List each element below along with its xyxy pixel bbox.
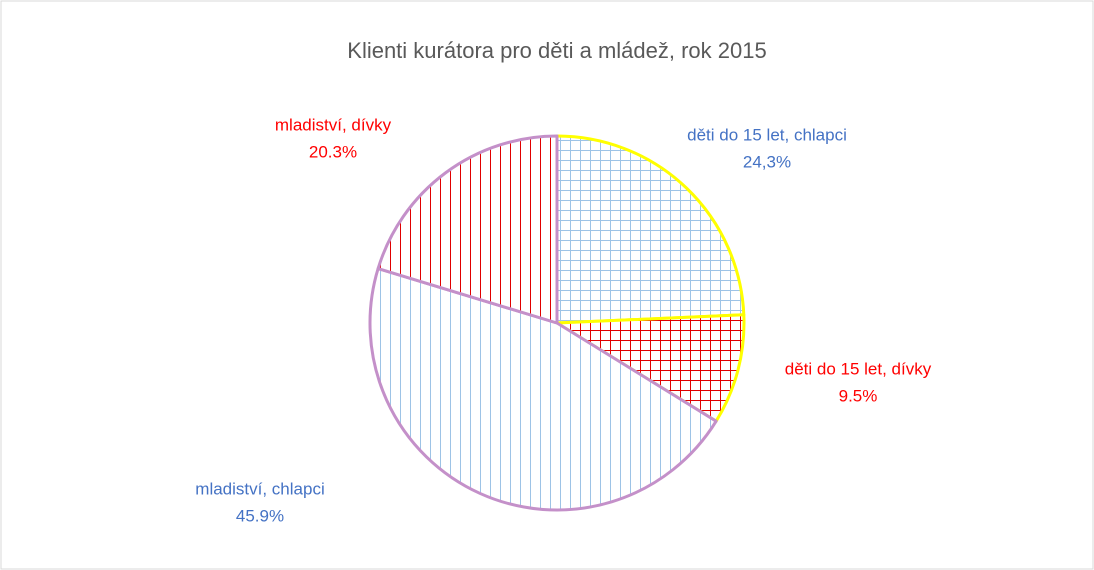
slice-value-label: 9.5% — [839, 386, 878, 405]
slice-value-label: 24,3% — [743, 152, 791, 171]
slice-category-label: mladiství, chlapci — [195, 479, 324, 498]
pie-slice — [376, 134, 559, 325]
pie-slice — [555, 313, 746, 423]
chart-title: Klienti kurátora pro děti a mládež, rok … — [347, 38, 766, 63]
slice-category-label: děti do 15 let, dívky — [785, 359, 932, 378]
slice-category-label: mladiství, dívky — [275, 115, 392, 134]
pie-slice — [555, 134, 746, 325]
slice-value-label: 20.3% — [309, 142, 357, 161]
pie-slice — [368, 267, 718, 512]
slice-category-label: děti do 15 let, chlapci — [687, 125, 847, 144]
slice-value-label: 45.9% — [236, 506, 284, 525]
